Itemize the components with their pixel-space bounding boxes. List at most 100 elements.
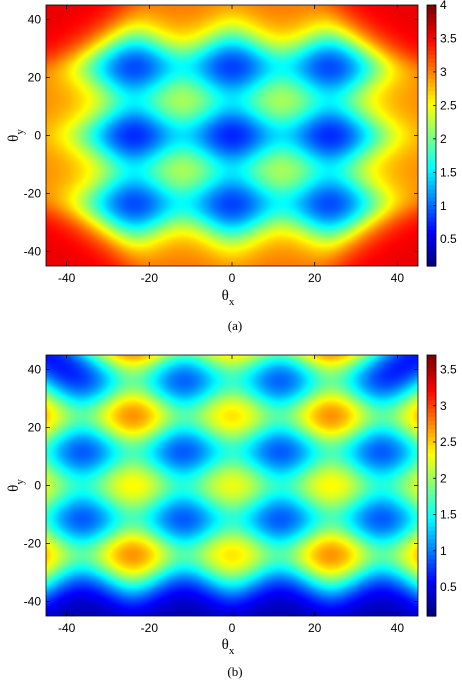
colorbar-segment	[427, 363, 436, 368]
x-tick-label: 40	[391, 621, 405, 635]
colorbar-segment	[427, 448, 436, 454]
colorbar-tick-label: 2.5	[440, 435, 457, 449]
x-tick-label: -40	[58, 271, 76, 285]
y-tick-label: -20	[24, 187, 42, 201]
x-tick-label: -20	[141, 621, 159, 635]
colorbar-segment	[427, 102, 436, 108]
y-axis-label: θy	[6, 129, 26, 142]
colorbar-segment	[427, 5, 436, 10]
colorbar-segment	[427, 37, 436, 43]
colorbar-frame	[426, 354, 437, 617]
heatmap-panel-a: -40 -20 0 20 40 -40 -20 0 20 40 θx θy 0.5 1 1.5 2 2.5 3 3.…	[0, 0, 462, 343]
y-tick-label: 20	[28, 71, 42, 85]
heatmap-field	[46, 5, 418, 266]
colorbar-segment	[427, 579, 436, 584]
x-axis-label: θx	[222, 637, 235, 657]
colorbar-segment	[427, 554, 436, 560]
panel-caption-a: (a)	[227, 318, 243, 333]
colorbar-segment	[427, 444, 436, 450]
colorbar-segment	[427, 489, 436, 495]
colorbar-segment	[427, 115, 436, 120]
colorbar-segment	[427, 82, 436, 88]
heatmap-panel-b: -40 -20 0 20 40 -40 -20 0 20 40 θx θy 0.5 1 1.5 2 2.5 3 3.…	[0, 343, 462, 687]
y-tick-label: -20	[24, 537, 42, 551]
colorbar-segment	[427, 212, 436, 218]
colorbar-segment	[427, 168, 436, 173]
x-tick-label: 20	[308, 271, 322, 285]
colorbar-segment	[427, 66, 436, 71]
colorbar-segment	[427, 379, 436, 385]
colorbar-segment	[427, 375, 436, 381]
colorbar-segment	[427, 62, 436, 67]
colorbar-segment	[427, 359, 436, 364]
colorbar-segment	[427, 184, 436, 190]
x-axis-label: θx	[222, 288, 235, 308]
colorbar-segment	[427, 86, 436, 92]
colorbar-segment	[427, 420, 436, 425]
colorbar-segment	[427, 192, 436, 198]
colorbar-segment	[427, 558, 436, 564]
colorbar-segment	[427, 436, 436, 442]
colorbar-segment	[427, 485, 436, 491]
colorbar-segment	[427, 249, 436, 255]
colorbar-segment	[427, 595, 436, 601]
colorbar-tick-label: 3	[440, 399, 447, 413]
colorbar-segment	[427, 111, 436, 116]
colorbar-segment	[427, 509, 436, 515]
x-tick-label: 0	[229, 621, 236, 635]
colorbar-segment	[427, 469, 436, 474]
colorbar-segment	[427, 172, 436, 177]
colorbar-tick-label: 0.5	[440, 232, 457, 246]
colorbar-segment	[427, 440, 436, 446]
panel-caption-b: (b)	[227, 664, 243, 679]
y-tick-label: 40	[28, 363, 42, 377]
colorbar-segment	[427, 237, 436, 243]
colorbar-segment	[427, 461, 436, 466]
colorbar-segment	[427, 53, 436, 59]
colorbar-segment	[427, 546, 436, 552]
colorbar-tick-label: 0.5	[440, 580, 457, 594]
colorbar-segment	[427, 208, 436, 214]
colorbar-segment	[427, 505, 436, 511]
colorbar-segment	[427, 180, 436, 186]
colorbar-segment	[427, 383, 436, 389]
heatmap-field	[46, 355, 418, 616]
x-tick-label: 40	[391, 271, 405, 285]
colorbar-segment	[427, 424, 436, 430]
colorbar-segment	[427, 542, 436, 548]
colorbar-segment	[427, 70, 436, 75]
colorbar-segment	[427, 518, 436, 523]
colorbar-segment	[427, 164, 436, 169]
colorbar-tick-label: 1	[440, 199, 447, 213]
colorbar-tick-label: 3	[440, 65, 447, 79]
colorbar-segment	[427, 119, 436, 124]
y-tick-label: 0	[34, 479, 41, 493]
colorbar-segment	[427, 33, 436, 39]
x-tick-label: -40	[58, 621, 76, 635]
colorbar-segment	[427, 526, 436, 531]
colorbar-segment	[427, 17, 436, 22]
colorbar-segment	[427, 428, 436, 434]
colorbar-segment	[427, 245, 436, 251]
colorbar-segment	[427, 367, 436, 372]
colorbar-segment	[427, 473, 436, 478]
colorbar-segment	[427, 452, 436, 458]
colorbar-segment	[427, 196, 436, 202]
colorbar-segment	[427, 599, 436, 605]
colorbar-segment	[427, 355, 436, 360]
colorbar-segment	[427, 408, 436, 413]
colorbar-segment	[427, 176, 436, 181]
colorbar-segment	[427, 106, 436, 112]
colorbar-segment	[427, 155, 436, 161]
colorbar-segment	[427, 90, 436, 96]
colorbar-segment	[427, 550, 436, 556]
y-tick-label: 0	[34, 129, 41, 143]
colorbar-segment	[427, 371, 436, 376]
colorbar-tick-label: 2	[440, 132, 447, 146]
colorbar-segment	[427, 139, 436, 145]
colorbar-segment	[427, 403, 436, 409]
colorbar-segment	[427, 45, 436, 51]
colorbar-segment	[427, 78, 436, 84]
colorbar-segment	[427, 477, 436, 483]
colorbar-segment	[427, 603, 436, 609]
